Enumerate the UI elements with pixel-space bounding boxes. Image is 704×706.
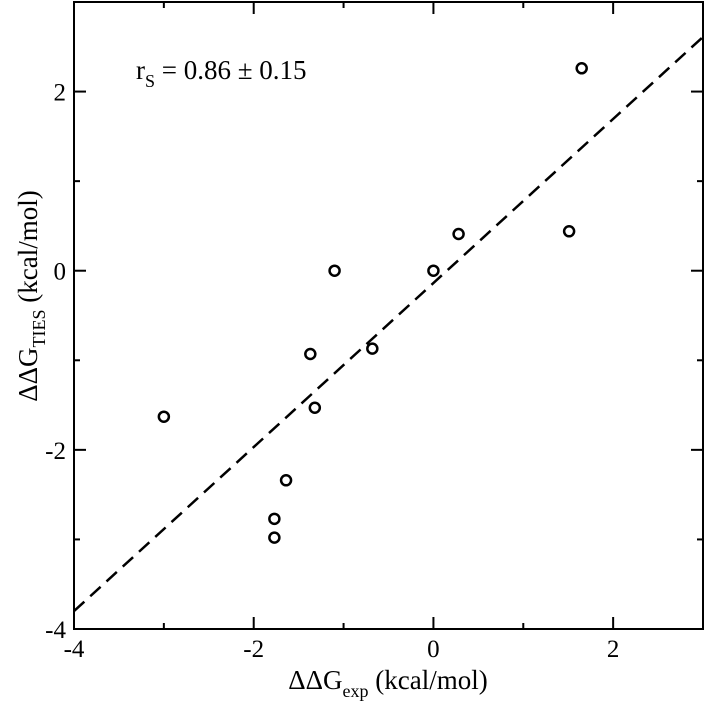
annotation-sub: S (145, 71, 155, 91)
x-tick-label: 2 (607, 636, 620, 663)
fit-line-group (73, 36, 704, 613)
data-point (268, 512, 281, 526)
x-tick-label: -4 (64, 636, 85, 663)
data-point (575, 62, 588, 75)
annotation-main: r (136, 55, 145, 85)
fit-line (73, 36, 704, 613)
data-point (328, 264, 341, 277)
y-axis-label-rest: (kcal/mol) (13, 190, 43, 309)
annotation-rest: = 0.86 ± 0.15 (155, 55, 307, 85)
y-tick-label: 0 (54, 259, 67, 286)
data-points (157, 62, 588, 544)
data-point (304, 347, 317, 361)
y-axis-label: ΔΔGTIES (kcal/mol) (13, 190, 49, 401)
data-point (562, 225, 576, 238)
correlation-annotation: rS = 0.86 ± 0.15 (136, 55, 307, 91)
x-axis-label-main: ΔΔG (288, 665, 342, 695)
data-point (268, 531, 281, 544)
x-axis-label-rest: (kcal/mol) (369, 665, 488, 695)
y-tick-label: -4 (45, 617, 66, 644)
y-axis-label-main: ΔΔG (13, 347, 43, 401)
y-tick-label: -2 (45, 438, 66, 465)
x-tick-label: 0 (427, 636, 440, 663)
data-point (427, 264, 440, 277)
x-axis-label-sub: exp (343, 681, 369, 701)
data-point (279, 474, 293, 487)
plot-frame (73, 1, 704, 630)
axis-ticks: -4 -2 0 2 -4 -2 0 2 (45, 2, 703, 663)
x-axis-label: ΔΔGexp (kcal/mol) (288, 665, 487, 701)
data-point (157, 410, 171, 423)
plot-border (73, 1, 704, 630)
data-point (366, 342, 379, 355)
data-point (452, 227, 465, 241)
y-tick-label: 2 (54, 80, 67, 107)
x-tick-label: -2 (243, 636, 264, 663)
y-axis-label-sub: TIES (29, 309, 49, 347)
data-point (308, 401, 322, 415)
